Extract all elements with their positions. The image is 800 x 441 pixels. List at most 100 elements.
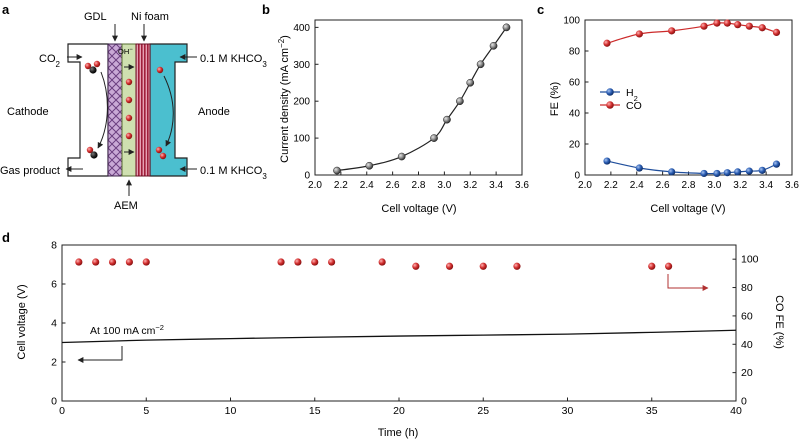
- anolyte-chamber: [149, 43, 188, 177]
- aem-label: AEM: [114, 200, 138, 212]
- chart-c-h2-line: [606, 160, 777, 175]
- panel-label-a: a: [2, 2, 10, 17]
- chart-c-ytick-label: 40: [569, 109, 581, 120]
- chart-d-xtick-label: 30: [562, 405, 574, 417]
- co-fe-axis-indicator: [667, 274, 709, 291]
- chart-b-series-line: [336, 27, 507, 172]
- aem-layer: [121, 43, 137, 177]
- chart-c-xtick-label: 3.2: [733, 180, 747, 191]
- chart-b-ytick-label: 200: [293, 97, 310, 108]
- chart-c-co-point: [723, 19, 731, 27]
- chart-d-xtick-label: 40: [730, 405, 742, 417]
- chart-b-point: [443, 115, 451, 124]
- chart-b-point: [476, 60, 485, 69]
- chart-b: 2.0 2.2 2.4 2.6 2.8 3.0 3.2 3.4 3.6 0 100 200 300 400: [293, 19, 529, 191]
- chart-c-ytick-label: 100: [563, 16, 580, 27]
- nifoam-label: Ni foam: [131, 11, 169, 23]
- chart-c-xtick-label: 2.6: [656, 180, 670, 191]
- chart-d-co-fe-point: [75, 258, 83, 266]
- chart-c-xtick-label: 2.4: [630, 180, 644, 191]
- chart-b-xtick-label: 2.8: [412, 180, 426, 191]
- chart-d-co-fe-point: [142, 258, 150, 266]
- chart-c-co-point: [668, 27, 676, 35]
- chart-d-co-fe-point: [479, 262, 487, 270]
- chart-d-y2tick-label: 100: [741, 254, 759, 266]
- chart-b-xtick-label: 3.0: [437, 180, 451, 191]
- chart-c-co-point: [734, 21, 742, 29]
- panel-label-d: d: [2, 230, 10, 245]
- anode-reaction-arrow: [163, 75, 174, 147]
- electrolyte-out-label: 0.1 M KHCO3: [200, 165, 267, 181]
- chart-d-co-fe-point: [412, 262, 420, 270]
- legend-co-label: CO: [626, 100, 642, 112]
- chart-c-h2-point: [635, 164, 643, 172]
- chart-b-point: [502, 23, 511, 32]
- chart-b-xtick-label: 2.6: [386, 180, 400, 191]
- chart-c-frame: [584, 19, 793, 176]
- chart-c-h2-point: [745, 167, 753, 175]
- legend-co-marker: [606, 101, 614, 109]
- panel-label-c: c: [537, 2, 544, 17]
- co2-molecule-o: [84, 62, 92, 70]
- cathode-label: Cathode: [7, 106, 49, 118]
- chart-b-xtick-label: 3.2: [463, 180, 477, 191]
- cathode-reaction-arrow: [97, 71, 108, 149]
- chart-d-co-fe-point: [277, 258, 285, 266]
- chart-c-co-line: [606, 22, 777, 44]
- anode-label: Anode: [198, 106, 230, 118]
- chart-d-ytick-label: 4: [51, 318, 57, 330]
- chart-c-h2-point: [603, 157, 611, 165]
- chart-c-ytick-label: 0: [574, 171, 580, 182]
- chart-c-ytick-label: 60: [569, 78, 581, 89]
- chart-d-xlabel: Time (h): [378, 427, 419, 439]
- anode-species: [159, 152, 167, 160]
- aem-ion: [125, 96, 133, 104]
- aem-ion: [125, 78, 133, 86]
- chart-d-co-fe-point: [328, 258, 336, 266]
- nifoam-layer: [135, 43, 151, 177]
- voltage-axis-indicator: [77, 346, 123, 363]
- chart-d-ylabel: Cell voltage (V): [16, 284, 28, 359]
- chart-d-co-fe-point: [294, 258, 302, 266]
- chart-d-co-fe-point: [513, 262, 521, 270]
- oh-label: OH−: [118, 47, 133, 56]
- gdl-label: GDL: [84, 11, 107, 23]
- chart-c-xtick-label: 2.0: [578, 180, 592, 191]
- chart-c-xtick-label: 3.6: [785, 180, 799, 191]
- chart-c-xlabel: Cell voltage (V): [650, 203, 725, 215]
- chart-d-co-fe-point: [378, 258, 386, 266]
- chart-c-ytick-label: 80: [569, 47, 581, 58]
- electrolyte-in-label: 0.1 M KHCO3: [200, 53, 267, 69]
- chart-c-xtick-label: 3.4: [759, 180, 773, 191]
- co-molecule-o: [86, 146, 94, 154]
- schematic: OH− GDL Ni foam CO2: [0, 11, 267, 212]
- chart-c-co-point: [745, 22, 753, 30]
- chart-b-ytick-label: 400: [293, 23, 310, 34]
- chart-d-xtick-label: 15: [309, 405, 321, 417]
- chart-d-xtick-label: 10: [225, 405, 237, 417]
- chart-d-xtick-label: 20: [393, 405, 405, 417]
- chart-b-xtick-label: 2.0: [308, 180, 322, 191]
- chart-d-co-fe-point: [445, 262, 454, 270]
- chart-c-xtick-label: 3.0: [707, 180, 721, 191]
- chart-b-point: [333, 166, 341, 175]
- co-molecule-c: [90, 151, 98, 159]
- chart-d-ytick-label: 2: [51, 357, 57, 369]
- gdl-layer: [107, 43, 123, 177]
- chart-c-co-point: [772, 28, 781, 36]
- chart-d-xtick-label: 0: [59, 405, 65, 417]
- panel-label-b: b: [262, 2, 270, 17]
- chart-c-legend: H2 CO: [600, 87, 642, 112]
- chart-b-xtick-label: 2.2: [334, 180, 348, 191]
- chart-c-h2-point: [700, 169, 708, 178]
- chart-c-co-point: [603, 39, 611, 47]
- chart-c-xtick-label: 2.8: [682, 180, 696, 191]
- chart-b-point: [365, 161, 374, 170]
- chart-d-co-fe-point: [665, 262, 673, 270]
- anode-species: [155, 146, 163, 154]
- chart-c-co-point: [635, 30, 643, 38]
- chart-d-xtick-label: 25: [477, 405, 489, 417]
- chart-b-xtick-label: 2.4: [360, 180, 374, 191]
